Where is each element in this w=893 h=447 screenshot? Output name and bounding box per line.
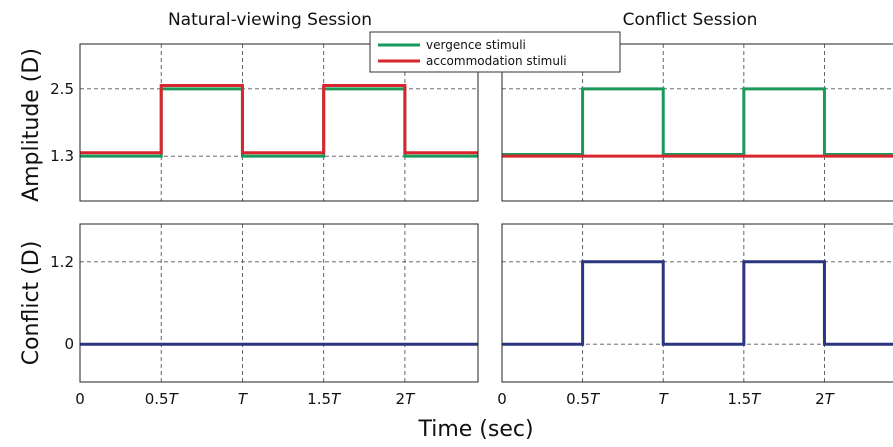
x-tick-label-0-2: T [238,390,249,408]
axes-frame [501,223,893,383]
x-tick-number: 1.5 [727,390,751,408]
axes-frame [79,223,479,383]
legend: vergence stimuli accommodation stimuli [369,31,621,73]
x-tick-label-0-0: 0 [75,390,85,408]
x-tick-symbol: T [238,390,249,408]
panel-title-natural: Natural-viewing Session [168,10,372,30]
x-tick-label-0-1: 0.5T [145,390,180,408]
x-tick-number: 0.5 [566,390,590,408]
x-tick-symbol: T [331,390,342,408]
axes-frame [501,43,893,202]
y-axis-label-conflict: Conflict (D) [19,241,44,366]
plot-panels: 1.32.501.20 0.5T T 1.5T 2T 0 0.5T T 1.5T 2T [50,43,893,408]
panel-1 [501,43,893,202]
y-tick-label-0-1: 2.5 [50,80,74,98]
x-tick-number: 1.5 [307,390,331,408]
x-tick-label-1-1: 0.5T [566,390,601,408]
panel-0: 1.3 2.5 [50,43,479,202]
y-tick-label-0-0: 1.3 [50,147,74,165]
series-line-3-0 [502,260,893,346]
y-axis-labels: Amplitude (D) Conflict (D) [19,48,44,365]
panel-2: 01.20 0.5T T 1.5T 2T [50,223,479,408]
legend-label-1: accommodation stimuli [426,54,567,68]
x-tick-symbol: T [590,390,601,408]
panel-title-conflict: Conflict Session [623,10,758,30]
x-tick-number: 2 [815,390,825,408]
x-tick-number: 0 [497,390,507,408]
x-tick-symbol: T [751,390,762,408]
legend-label-0: vergence stimuli [426,38,526,52]
y-tick-label-1-1: 1.2 [50,253,74,271]
series-line-1-0 [502,87,893,156]
y-tick-label-1-0: 0 [64,335,74,353]
panel-3: 0 0.5T T 1.5T 2T [497,223,893,408]
x-tick-label-1-4: 2T [815,390,836,408]
x-tick-symbol: T [825,390,836,408]
x-tick-label-0-4: 2T [396,390,417,408]
x-tick-label-1-3: 1.5T [727,390,762,408]
series-line-0-1 [80,83,478,155]
x-tick-symbol: T [405,390,416,408]
series-line-0-0 [80,87,478,158]
x-axis-label: Time (sec) [417,417,533,442]
x-tick-label-1-0: 0 [497,390,507,408]
x-tick-label-1-2: T [659,390,670,408]
x-tick-label-0-3: 1.5T [307,390,342,408]
x-tick-number: 0 [75,390,85,408]
y-axis-label-amplitude: Amplitude (D) [19,48,44,202]
panel-titles: Natural-viewing Session Conflict Session [168,10,757,30]
axes-frame [79,43,479,202]
x-tick-symbol: T [659,390,670,408]
x-tick-number: 0.5 [145,390,169,408]
x-tick-symbol: T [169,390,180,408]
legend-box [369,31,621,73]
x-tick-number: 2 [396,390,406,408]
